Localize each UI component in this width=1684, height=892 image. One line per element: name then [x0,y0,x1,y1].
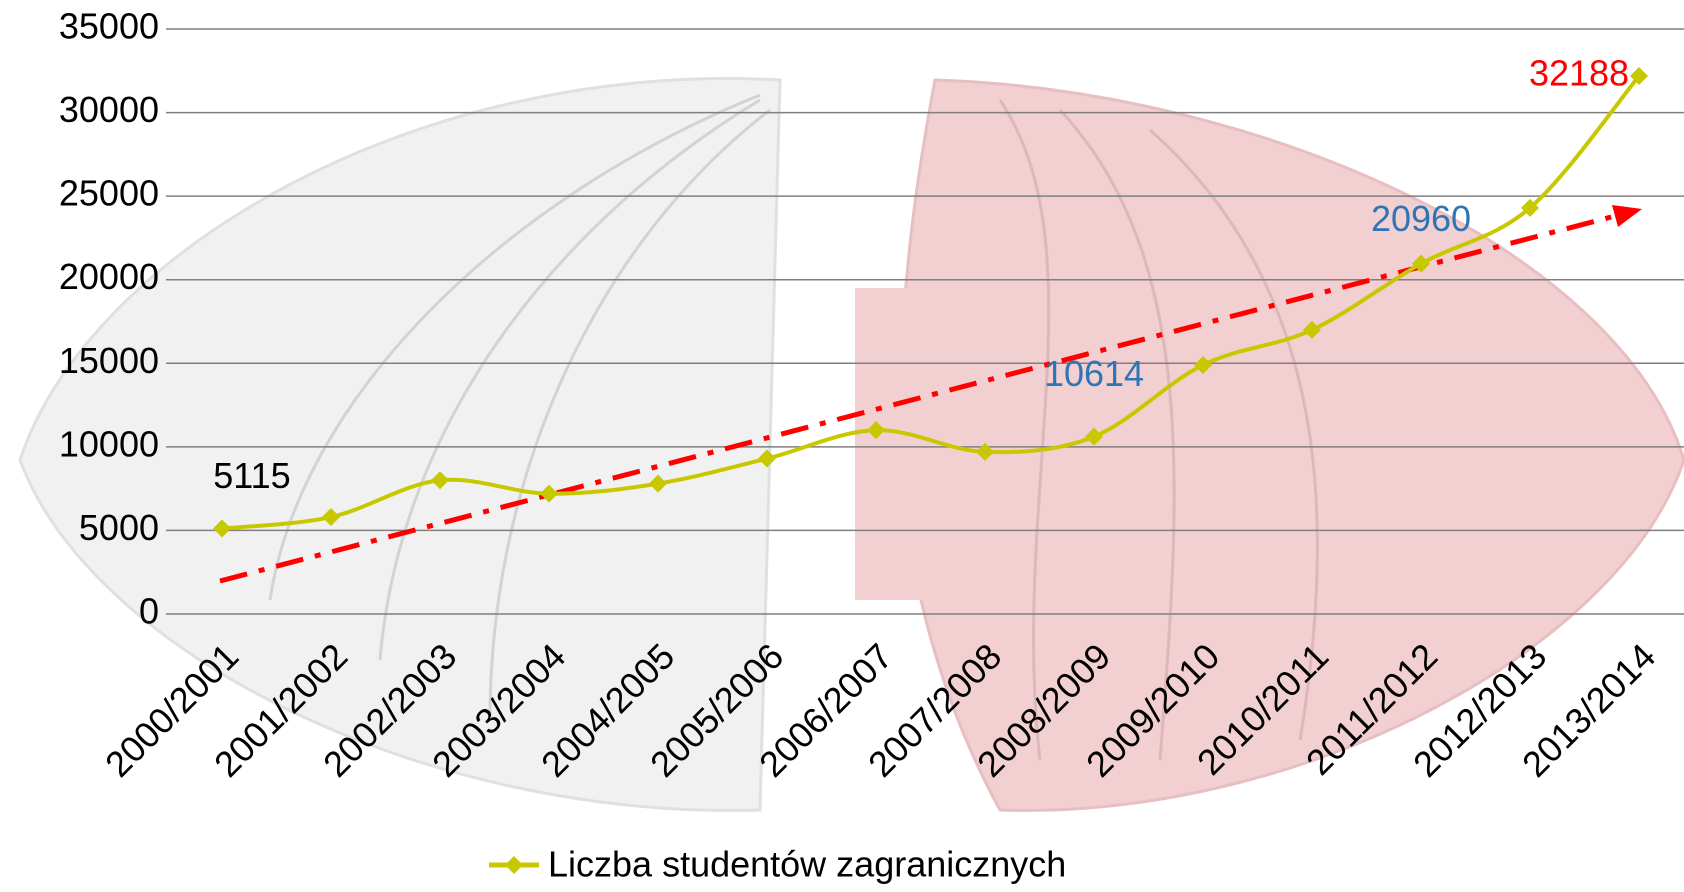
data-label: 32188 [1529,53,1629,94]
data-label: 10614 [1044,353,1144,394]
page: {"chart_data": {"type": "line", "categor… [0,0,1684,892]
chart: 050001000015000200002500030000350002000/… [0,0,1684,892]
y-tick-label: 5000 [79,507,159,548]
legend-marker [505,856,523,874]
data-label: 5115 [213,455,290,496]
y-tick-label: 10000 [59,423,159,464]
y-tick-label: 20000 [59,256,159,297]
y-tick-label: 15000 [59,340,159,381]
y-tick-label: 0 [139,591,159,632]
data-label: 20960 [1371,198,1471,239]
y-tick-label: 35000 [59,6,159,47]
y-tick-label: 25000 [59,173,159,214]
legend-label: Liczba studentów zagranicznych [548,844,1066,885]
y-tick-label: 30000 [59,89,159,130]
legend: Liczba studentów zagranicznych [489,844,1066,885]
